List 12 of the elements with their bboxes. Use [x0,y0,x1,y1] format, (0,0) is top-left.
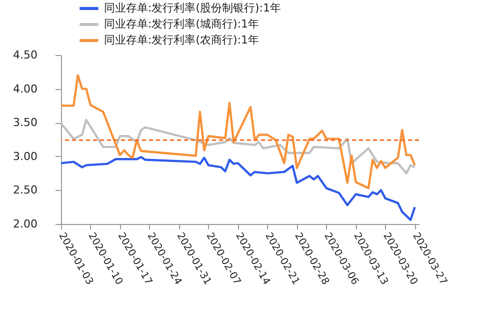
line-series [60,74,416,190]
legend-label: 同业存单:发行利率(农商行):1年 [104,34,259,46]
y-tick-label: 3.50 [13,116,38,130]
y-tick-label: 2.00 [13,218,38,230]
legend-label: 同业存单:发行利率(城商行):1年 [104,18,259,30]
y-tick-label: 3.00 [13,150,38,163]
line-series [60,156,416,222]
y-tick-label: 4.50 [13,48,38,62]
line-series [60,118,416,174]
y-tick-label: 4.00 [13,82,38,96]
y-tick-label: 2.50 [13,184,38,197]
legend-label: 同业存单:发行利率(股份制银行):1年 [104,2,281,14]
